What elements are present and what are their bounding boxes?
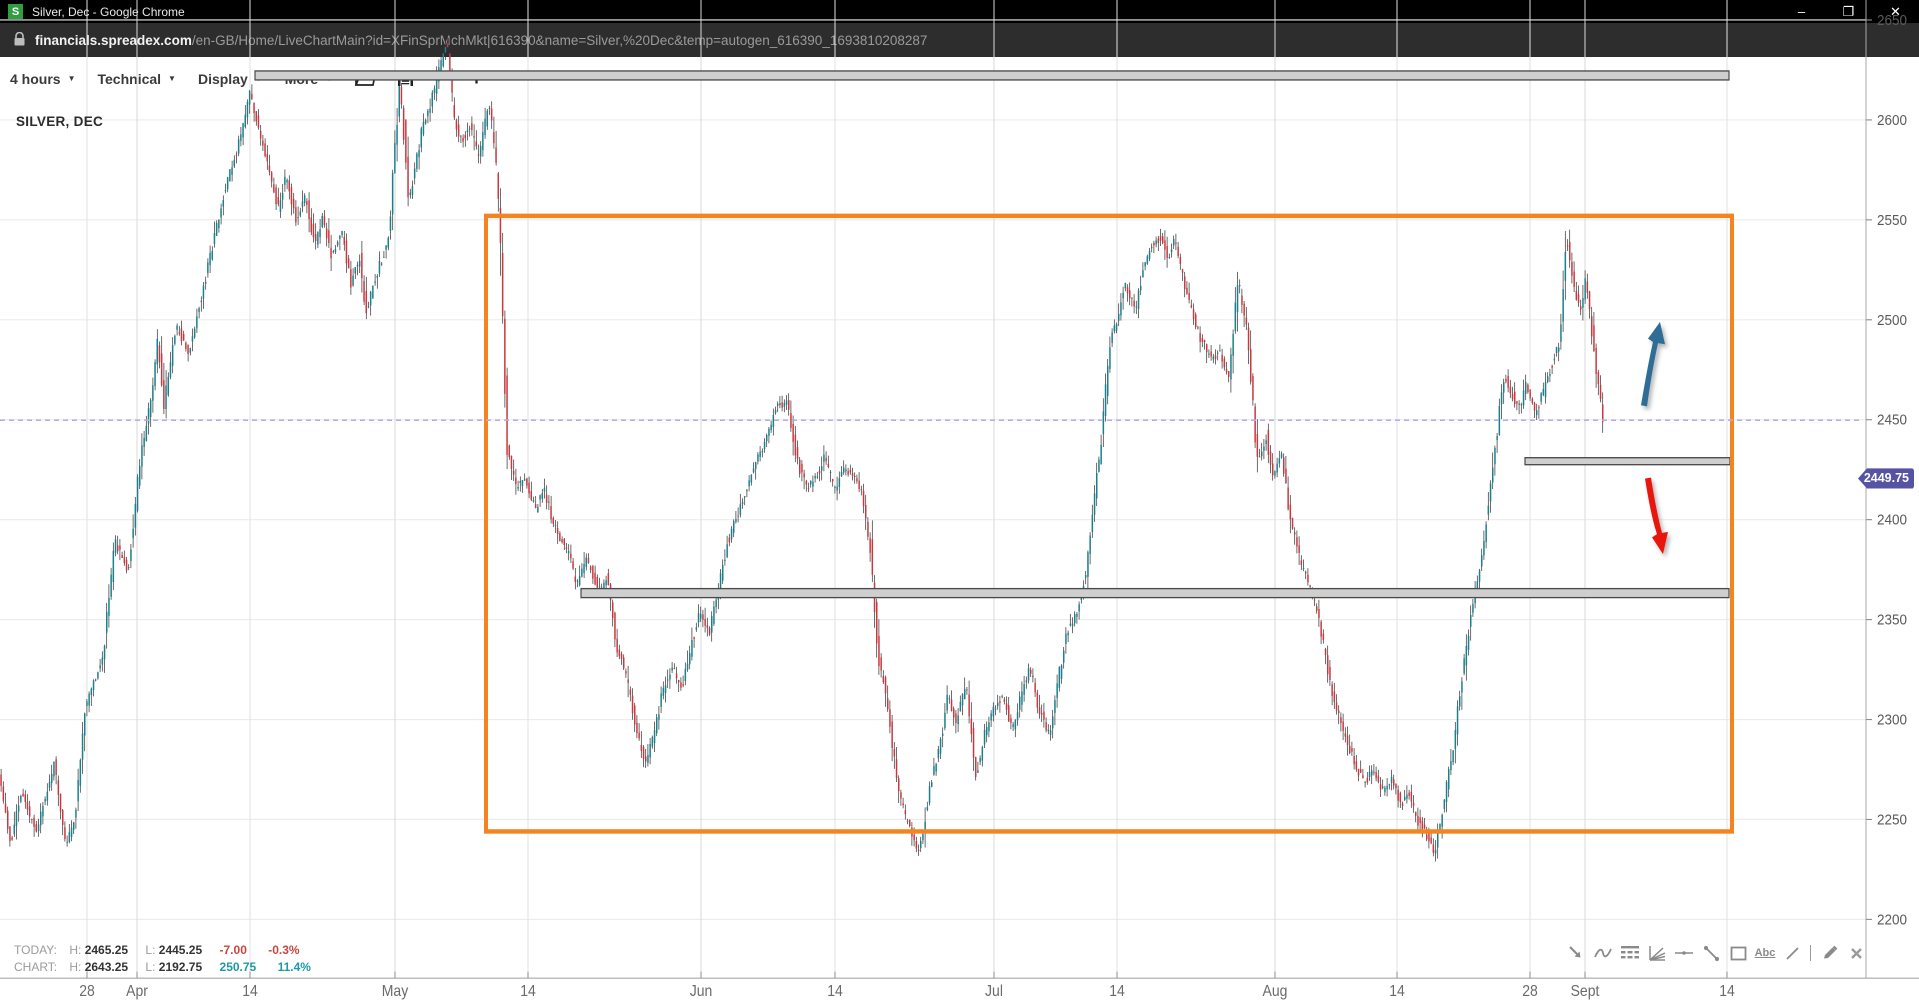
chart-change-value: 250.75 — [219, 960, 257, 974]
today-high-value: 2465.25 — [84, 943, 129, 957]
time-axis-label: 14 — [1109, 983, 1125, 1000]
price-axis-label: 2650 — [1877, 12, 1907, 29]
time-axis-label: 28 — [79, 983, 95, 1000]
price-axis-label: 2400 — [1877, 512, 1907, 529]
site-favicon: S — [8, 4, 23, 19]
current-price-badge: 2449.75 — [1858, 468, 1914, 489]
price-axis-label: 2250 — [1877, 812, 1907, 829]
time-axis-label: 14 — [1719, 983, 1735, 1000]
chart-high-value: 2643.25 — [84, 960, 129, 974]
window-title: Silver, Dec - Google Chrome — [32, 4, 185, 19]
text-tool-label: Abc — [1754, 947, 1776, 959]
low-label: L: — [145, 960, 156, 974]
channel-annotation — [1524, 457, 1731, 466]
technical-dropdown[interactable]: Technical ▼ — [98, 71, 176, 87]
price-axis-label: 2550 — [1877, 212, 1907, 229]
time-axis-label: Jul — [985, 983, 1003, 1000]
chevron-down-icon: ▼ — [168, 74, 176, 83]
high-label: H: — [69, 943, 82, 957]
up-arrow-annotation — [1641, 322, 1665, 407]
delete-drawing-tool[interactable] — [1847, 944, 1865, 962]
trend-line-tool[interactable] — [1702, 944, 1720, 962]
candle-wicks — [0, 35, 1604, 862]
chart-stats-row: CHART: H: 2643.25 L: 2192.75 250.75 11.4… — [14, 960, 329, 975]
pointer-arrow-tool[interactable] — [1567, 944, 1585, 962]
time-axis-label: 14 — [1389, 983, 1405, 1000]
time-axis-label: 14 — [242, 983, 258, 1000]
fan-lines-tool[interactable] — [1648, 944, 1666, 962]
technical-dropdown-label: Technical — [97, 70, 162, 87]
url-domain: financials.spreadex.com — [35, 32, 192, 48]
timeframe-dropdown-label: 4 hours — [10, 70, 61, 87]
low-label: L: — [145, 943, 156, 957]
text-tool[interactable]: Abc — [1754, 944, 1776, 962]
symbol-label: SILVER, DEC — [16, 114, 104, 129]
rectangle-tool[interactable] — [1729, 944, 1747, 962]
chart-low-value: 2192.75 — [158, 960, 203, 974]
time-axis-label: 14 — [827, 983, 843, 1000]
title-bar: S Silver, Dec - Google Chrome – ❐ ✕ — [0, 0, 1919, 23]
today-low-value: 2445.25 — [158, 943, 203, 957]
horizontal-line-tool[interactable] — [1675, 944, 1693, 962]
chevron-down-icon: ▼ — [67, 74, 76, 83]
today-change-pct: -0.3% — [268, 943, 300, 957]
price-axis-label: 2600 — [1877, 112, 1907, 129]
curve-tool[interactable] — [1594, 944, 1612, 962]
minimize-button[interactable]: – — [1797, 4, 1806, 19]
toolbar-separator — [1810, 945, 1811, 961]
time-axis-label: Jun — [690, 983, 713, 1000]
window-controls: – ❐ ✕ — [1778, 0, 1919, 23]
display-dropdown-label: Display — [197, 70, 248, 87]
price-axis-label: 2450 — [1877, 412, 1907, 429]
address-bar[interactable]: financials.spreadex.com/en-GB/Home/LiveC… — [0, 23, 1919, 57]
diagonal-line-tool[interactable] — [1783, 944, 1801, 962]
fib-grid-tool[interactable] — [1621, 944, 1639, 962]
today-change-value: -7.00 — [219, 943, 247, 957]
candles-up — [13, 46, 1586, 854]
timeframe-dropdown[interactable]: 4 hours ▼ — [10, 71, 76, 87]
time-axis-label: Apr — [126, 983, 148, 1000]
chart-change-pct: 11.4% — [277, 960, 311, 974]
time-axis-label: May — [382, 983, 409, 1000]
url-path: /en-GB/Home/LiveChartMain?id=XFinSprMchM… — [191, 32, 928, 48]
time-axis-label: 14 — [520, 983, 536, 1000]
price-axis-label: 2350 — [1877, 612, 1907, 629]
pencil-tool[interactable] — [1820, 944, 1838, 962]
time-axis-label: Aug — [1263, 983, 1288, 1000]
channel-annotation — [254, 70, 1730, 81]
channel-annotation — [580, 587, 1730, 599]
lock-icon — [14, 31, 25, 49]
price-axis-label: 2300 — [1877, 712, 1907, 729]
time-axis-label: Sept — [1571, 983, 1600, 1000]
price-axis-label: 2500 — [1877, 312, 1907, 329]
high-label: H: — [69, 960, 82, 974]
drawing-toolbar: Abc — [1567, 944, 1865, 962]
candles-down — [0, 43, 1604, 853]
price-axis-label: 2200 — [1877, 912, 1907, 929]
session-stats: TODAY: H: 2465.25 L: 2445.25 -7.00 -0.3%… — [14, 943, 329, 977]
restore-button[interactable]: ❐ — [1842, 3, 1855, 19]
rectangle-annotation — [484, 213, 1734, 834]
chart-label: CHART: — [14, 960, 58, 974]
close-button[interactable]: ✕ — [1890, 3, 1901, 19]
today-label: TODAY: — [14, 943, 57, 957]
time-axis-label: 28 — [1522, 983, 1538, 1000]
today-stats-row: TODAY: H: 2465.25 L: 2445.25 -7.00 -0.3% — [14, 943, 329, 958]
down-arrow-annotation — [1645, 477, 1668, 555]
